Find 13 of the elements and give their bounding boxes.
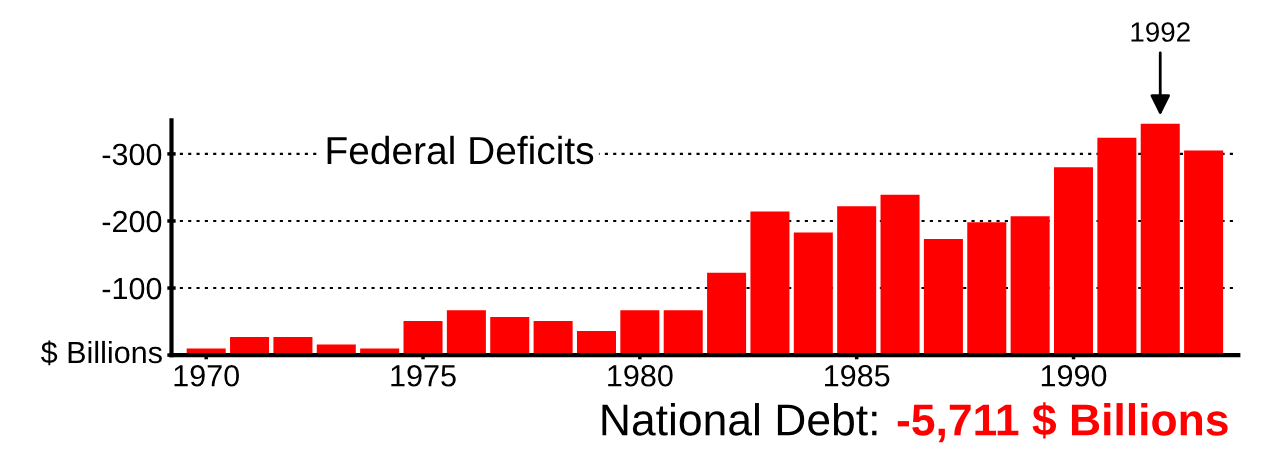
x-tick-label: 1970 — [174, 364, 239, 387]
text: -5,711 $ Billions — [897, 402, 1228, 443]
x-tick-label: 1985 — [825, 364, 890, 387]
x-tick-label: 1975 — [391, 364, 456, 387]
annotation: 1992 — [1131, 22, 1190, 42]
y-tick-label: -100 — [102, 277, 162, 300]
text: National Debt: — [602, 403, 877, 436]
y-axis-title: $ Billions — [41, 340, 162, 366]
chart-title: Federal Deficits — [327, 135, 594, 165]
x-tick-label: 1990 — [1041, 364, 1107, 387]
y-tick-label: -300 — [102, 143, 162, 166]
x-tick-label: 1980 — [608, 364, 673, 387]
y-tick-label: -200 — [102, 210, 162, 233]
